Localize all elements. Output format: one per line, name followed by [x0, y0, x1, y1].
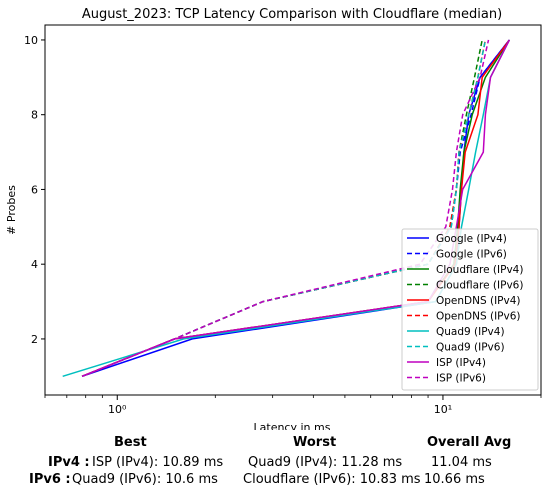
ipv6-best: Quad9 (IPv6): 10.6 ms	[72, 472, 218, 487]
legend-label: ISP (IPv4)	[436, 357, 486, 369]
series-line-9	[81, 39, 490, 377]
y-tick-label: 8	[31, 109, 38, 122]
legend-label: Quad9 (IPv6)	[436, 342, 505, 354]
chart: August_2023: TCP Latency Comparison with…	[5, 7, 542, 434]
ipv6-row-label: IPv6 :	[29, 472, 71, 487]
x-tick-label: 10¹	[434, 403, 452, 416]
series-line-8	[81, 39, 511, 377]
legend-label: Cloudflare (IPv4)	[436, 264, 523, 276]
ipv4-best: ISP (IPv4): 10.89 ms	[92, 455, 224, 470]
legend-label: Quad9 (IPv4)	[436, 326, 505, 338]
x-tick-label: 10⁰	[108, 403, 127, 416]
series-line-6	[62, 39, 511, 378]
legend-label: Cloudflare (IPv6)	[436, 280, 523, 292]
best-header: Best	[114, 435, 147, 450]
worst-header: Worst	[293, 435, 337, 450]
legend-label: OpenDNS (IPv6)	[436, 311, 521, 323]
axis-ticks: 2 4 6 8 10 10⁰ 10¹	[24, 34, 542, 416]
x-axis-label: Latency in ms	[254, 421, 331, 430]
summary-stats: Best Worst Overall Avg IPv4 : ISP (IPv4)…	[0, 430, 548, 494]
chart-title: August_2023: TCP Latency Comparison with…	[82, 7, 502, 22]
overall-avg-header: Overall Avg	[427, 435, 512, 450]
legend: Google (IPv4) Google (IPv6) Cloudflare (IP…	[401, 228, 539, 391]
y-axis-label: # Probes	[5, 185, 18, 235]
plot-area	[44, 24, 542, 396]
legend-label: OpenDNS (IPv4)	[436, 295, 521, 307]
y-tick-label: 2	[31, 333, 38, 346]
ipv4-row-label: IPv4 :	[48, 455, 90, 470]
y-tick-label: 10	[24, 34, 38, 47]
ipv6-worst: Cloudflare (IPv6): 10.83 ms	[243, 472, 421, 487]
ipv6-overall-avg: 10.66 ms	[424, 472, 485, 487]
legend-box	[401, 228, 539, 391]
ipv4-overall-avg: 11.04 ms	[431, 455, 492, 470]
ipv4-worst: Quad9 (IPv4): 11.28 ms	[248, 455, 403, 470]
y-tick-label: 4	[31, 258, 38, 271]
series-lines	[62, 39, 511, 378]
legend-label: Google (IPv4)	[436, 233, 507, 245]
y-tick-label: 6	[31, 183, 38, 196]
legend-label: ISP (IPv6)	[436, 373, 486, 385]
legend-label: Google (IPv6)	[436, 249, 507, 261]
chart-svg: August_2023: TCP Latency Comparison with…	[5, 7, 542, 434]
